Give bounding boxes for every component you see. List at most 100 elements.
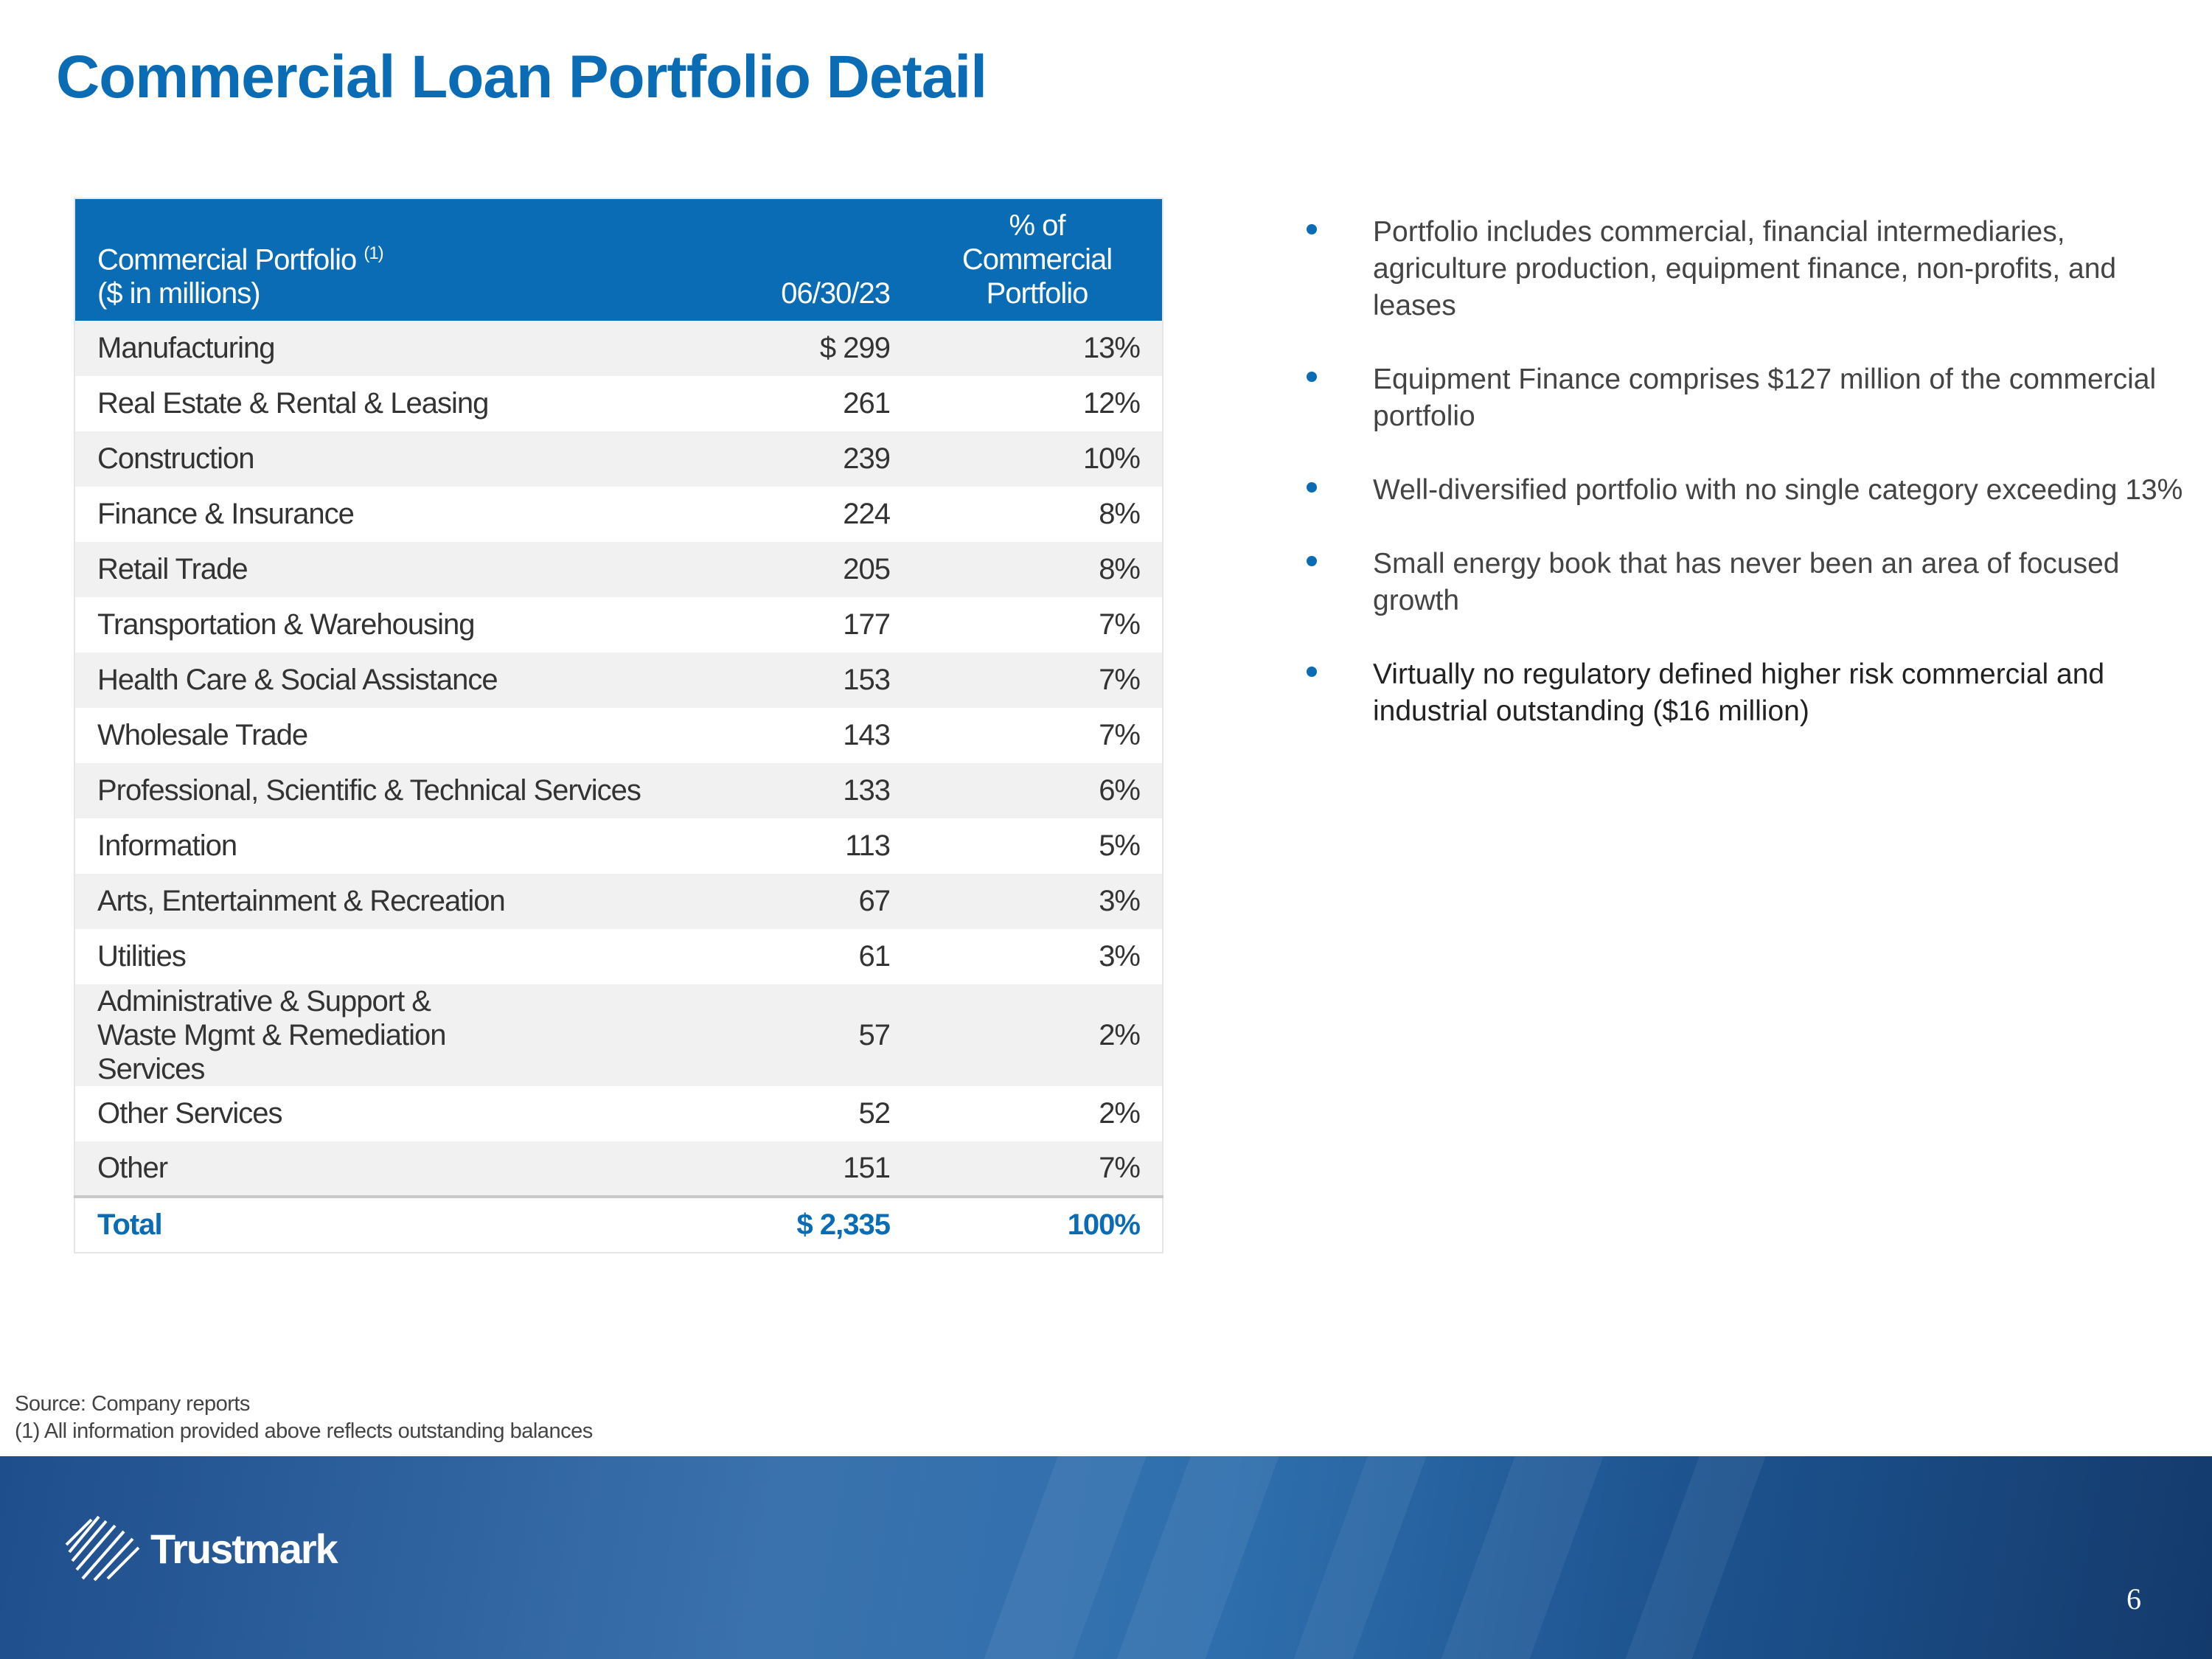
value-cell: 113 [845,830,891,862]
value-cell: 239 [669,431,912,487]
footnote-marker: (1) [364,243,383,263]
category-cell: Manufacturing [74,321,669,376]
percent-cell: 8% [1099,498,1141,530]
percent-cell: 7% [912,1141,1163,1197]
header-percent-l2: Commercial [961,243,1113,276]
footer-banner: Trustmark 6 [0,1456,2212,1659]
table-row: Administrative & Support & Waste Mgmt & … [74,984,1163,1086]
bullet-item: Portfolio includes commercial, financial… [1299,214,2184,324]
category-cell: Other Services [97,1097,283,1130]
bullet-text: Well-diversified portfolio with no singl… [1373,474,2183,506]
table-row: Information 113 5% [74,818,1163,874]
header-category-label: Commercial Portfolio [97,243,357,276]
trustmark-logo: Trustmark [62,1515,338,1582]
percent-cell: 3% [912,874,1163,929]
table-row: Health Care & Social Assistance 153 7% [74,653,1163,708]
percent-cell: 13% [912,321,1163,376]
value-cell: 151 [669,1141,912,1197]
table-row: Retail Trade 205 8% [74,542,1163,597]
bullet-text: Small energy book that has never been an… [1373,548,2120,616]
percent-cell: 7% [1099,719,1141,751]
value-cell: 52 [858,1097,891,1130]
bullet-item: Virtually no regulatory defined higher r… [1299,656,2184,730]
value-cell: 205 [669,542,912,597]
bullet-text: Portfolio includes commercial, financial… [1373,216,2117,321]
percent-cell: 7% [912,653,1163,708]
logo-text: Trustmark [150,1525,338,1572]
footnotes: Source: Company reports (1) All informat… [15,1391,593,1445]
header-percent-l1: % of [1009,209,1065,242]
category-cell: Arts, Entertainment & Recreation [74,874,669,929]
table-row: Real Estate & Rental & Leasing 261 12% [74,376,1163,431]
bullet-icon [1307,556,1317,566]
value-cell: 224 [843,498,891,530]
percent-cell: 2% [912,984,1163,1086]
category-cell: Real Estate & Rental & Leasing [97,387,489,420]
category-cell: Retail Trade [74,542,669,597]
footnote-1: (1) All information provided above refle… [15,1419,593,1443]
table-row: Construction 239 10% [74,431,1163,487]
table-row: Professional, Scientific & Technical Ser… [74,763,1163,818]
table-row: Utilities 61 3% [74,929,1163,984]
bullet-icon [1307,224,1317,234]
total-value: $ 2,335 [669,1195,912,1253]
bullet-icon [1307,482,1317,493]
value-cell: $ 299 [669,321,912,376]
bullet-item: Well-diversified portfolio with no singl… [1299,472,2184,509]
category-cell: Transportation & Warehousing [97,608,476,641]
value-cell: 57 [669,984,912,1086]
value-cell: 261 [843,387,891,420]
category-cell: Utilities [97,940,187,973]
header-units: ($ in millions) [97,277,261,310]
percent-cell: 8% [912,542,1163,597]
table-row: Finance & Insurance 224 8% [74,487,1163,542]
percent-cell: 3% [1099,940,1141,973]
table-row: Wholesale Trade 143 7% [74,708,1163,763]
header-percent-l3: Portfolio [986,277,1089,310]
bullet-list: Portfolio includes commercial, financial… [1299,214,2184,767]
category-cell: Other [74,1141,669,1197]
page-number: 6 [2126,1582,2141,1615]
category-cell: Health Care & Social Assistance [74,653,669,708]
percent-cell: 5% [1099,830,1141,862]
bullet-text: Virtually no regulatory defined higher r… [1373,658,2105,727]
source-note: Source: Company reports [15,1392,250,1416]
category-cell: Information [97,830,237,862]
header-percent: % of Commercial Portfolio [912,198,1163,321]
category-cell: Finance & Insurance [97,498,355,530]
table-row: Arts, Entertainment & Recreation 67 3% [74,874,1163,929]
value-cell: 177 [843,608,891,641]
value-cell: 143 [843,719,891,751]
page-title: Commercial Loan Portfolio Detail [56,44,987,111]
total-row: Total $ 2,335 100% [74,1195,1163,1253]
percent-cell: 6% [912,763,1163,818]
category-cell: Construction [74,431,669,487]
value-cell: 61 [858,940,891,973]
header-date: 06/30/23 [669,198,912,321]
percent-cell: 7% [1099,608,1141,641]
percent-cell: 2% [1099,1097,1141,1130]
total-percent: 100% [912,1195,1163,1253]
percent-cell: 12% [1082,387,1141,420]
value-cell: 133 [669,763,912,818]
table-row: Manufacturing $ 299 13% [74,321,1163,376]
table-row: Other 151 7% [74,1141,1163,1197]
value-cell: 153 [669,653,912,708]
header-category: Commercial Portfolio (1) ($ in millions) [74,198,669,321]
bullet-icon [1307,667,1317,677]
category-cell: Administrative & Support & Waste Mgmt & … [74,984,669,1086]
commercial-portfolio-table: Commercial Portfolio (1) ($ in millions) … [74,198,1164,1253]
trustmark-logo-icon [65,1515,140,1582]
value-cell: 67 [669,874,912,929]
bullet-text: Equipment Finance comprises $127 million… [1373,364,2157,432]
table-row: Transportation & Warehousing 177 7% [74,597,1163,653]
table-header: Commercial Portfolio (1) ($ in millions) … [74,198,1163,321]
bullet-icon [1307,372,1317,382]
percent-cell: 10% [912,431,1163,487]
bullet-item: Small energy book that has never been an… [1299,546,2184,619]
total-label: Total [74,1195,669,1253]
table-row: Other Services 52 2% [74,1086,1163,1141]
bullet-item: Equipment Finance comprises $127 million… [1299,361,2184,435]
category-cell: Wholesale Trade [97,719,308,751]
category-cell: Professional, Scientific & Technical Ser… [74,763,669,818]
